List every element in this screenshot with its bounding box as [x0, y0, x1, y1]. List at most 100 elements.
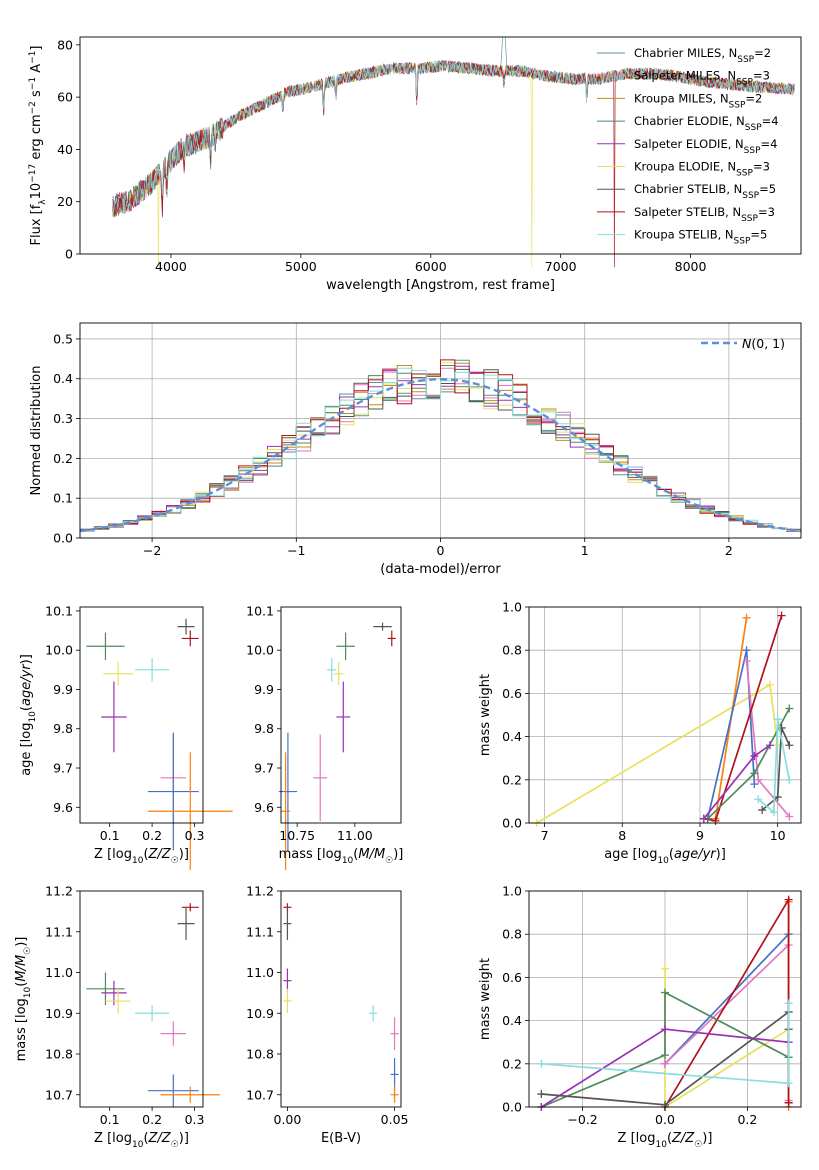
y-tick-label: 9.7	[53, 761, 73, 776]
x-tick-label: 0.05	[381, 1112, 409, 1127]
y-tick-label: 0	[65, 247, 73, 262]
weight-point	[750, 752, 759, 761]
x-tick-label: 1	[581, 543, 589, 558]
y-tick-label: 60	[57, 90, 73, 105]
y-axis-label: mass weight	[478, 674, 493, 756]
weight-point	[777, 611, 786, 620]
x-axis-label: Z [log10(Z/Z☉)]	[94, 1131, 189, 1150]
plot-area-residuals	[79, 359, 802, 533]
y-tick-label: 11.2	[45, 884, 73, 899]
weight-point	[661, 1051, 669, 1060]
weight-line	[761, 727, 791, 811]
y-tick-label: 0.2	[53, 451, 73, 466]
y-tick-label: 1.0	[502, 600, 522, 615]
x-axis-label: Z [log10(Z/Z☉)]	[618, 1131, 713, 1150]
histogram-series	[80, 359, 801, 532]
x-tick-label: −2	[143, 543, 161, 558]
y-tick-label: 0.3	[53, 411, 73, 426]
weight-point	[742, 657, 751, 665]
x-tick-label: 10	[770, 828, 786, 843]
weight-point	[785, 741, 794, 750]
y-tick-label: 10.9	[246, 1006, 274, 1021]
weight-point	[742, 613, 751, 622]
legend-label: Salpeter STELIB, NSSP=3	[634, 205, 775, 224]
weight-point	[750, 780, 759, 789]
weight-point	[758, 806, 767, 815]
panel-weight_vs_Z: −0.2 0.0 0.2 0.0 0.2 0.4 0.6 0.8 1.0 Z [log10(Z/Z…	[478, 884, 802, 1150]
axes-frame	[79, 890, 204, 1108]
x-tick-label: 4000	[155, 259, 187, 274]
y-tick-label: 0.0	[502, 816, 522, 831]
x-tick-label: 9	[696, 828, 704, 843]
weight-point	[769, 808, 778, 817]
weight-line	[664, 896, 790, 1108]
x-tick-label: 2	[725, 543, 733, 558]
weight-point	[785, 704, 794, 713]
axes-frame	[528, 890, 802, 1108]
x-tick-label: 6000	[415, 259, 447, 274]
y-tick-label: 0.4	[502, 729, 522, 744]
x-tick-label: 0.0	[655, 1112, 675, 1127]
weight-point	[711, 816, 720, 825]
legend-label: Chabrier ELODIE, NSSP=4	[634, 114, 779, 133]
panel-mass_vs_Z: 0.1 0.2 0.3 10.7 10.8 10.9 11.0 11.1 11.2 Z [log1…	[14, 884, 220, 1150]
plot-area-weight_vs_age	[532, 611, 794, 827]
weight-point	[785, 812, 794, 821]
weight-point	[784, 999, 793, 1008]
y-tick-label: 9.9	[254, 682, 274, 697]
y-tick-label: 10.8	[45, 1047, 73, 1062]
y-tick-label: 9.9	[53, 682, 73, 697]
x-tick-label: −0.2	[567, 1112, 597, 1127]
weight-point	[750, 769, 759, 778]
x-tick-label: 0.3	[185, 828, 205, 843]
y-tick-label: 11.0	[45, 965, 73, 980]
normal-reference-curve	[79, 377, 802, 533]
x-tick-label: 0.00	[274, 1112, 302, 1127]
y-axis-label: Normed distribution	[29, 366, 44, 496]
weight-point	[784, 1079, 793, 1088]
y-tick-label: 10.1	[246, 603, 274, 618]
y-axis-label: Flux [fλ10−17 erg cm−2 s−1 A−1]	[28, 46, 48, 246]
y-tick-label: 0.2	[502, 1056, 522, 1071]
weight-line	[541, 991, 789, 1108]
y-tick-label: 0.8	[502, 927, 522, 942]
weight-point	[699, 814, 708, 823]
y-tick-label: 9.8	[53, 721, 73, 736]
y-axis-label: age [log10(age/yr)]	[19, 654, 38, 776]
weight-point	[773, 715, 782, 724]
x-tick-label: 0.2	[737, 1112, 757, 1127]
y-tick-label: 9.6	[53, 800, 73, 815]
x-tick-label: 7000	[545, 259, 577, 274]
legend-label: Kroupa STELIB, NSSP=5	[634, 228, 767, 247]
y-tick-label: 10.0	[45, 643, 73, 658]
x-tick-label: 0.2	[142, 1112, 162, 1127]
y-axis-label: mass [log10(M/M☉)]	[14, 937, 33, 1062]
x-tick-label: 11.00	[337, 828, 373, 843]
y-axis-label: mass weight	[478, 958, 493, 1040]
y-tick-label: 10.7	[246, 1087, 274, 1102]
y-tick-label: 40	[57, 142, 73, 157]
legend-label: N(0, 1)	[742, 336, 785, 351]
weight-point	[784, 1098, 793, 1107]
y-tick-label: 10.0	[246, 643, 274, 658]
panel-weight_vs_age: 7 8 9 10 0.0 0.2 0.4 0.6 0.8 1.0 age [log10(age/yr…	[478, 600, 802, 866]
y-tick-label: 10.1	[45, 603, 73, 618]
x-axis-label: mass [log10(M/M☉)]	[279, 847, 404, 866]
plot-area-spectrum	[112, 22, 795, 268]
y-tick-label: 0.5	[53, 331, 73, 346]
spectrum-clip-top	[0, 0, 819, 37]
x-tick-label: 8000	[675, 259, 707, 274]
y-tick-label: 9.8	[254, 721, 274, 736]
weight-line	[757, 719, 791, 814]
weight-point	[754, 775, 763, 784]
y-tick-label: 11.1	[45, 924, 73, 939]
axes-frame	[79, 36, 802, 255]
panel-spectrum: 4000 5000 6000 7000 8000 0 20 40 60 80 Chabrier MI…	[0, 0, 819, 293]
weight-point	[537, 1059, 546, 1068]
y-tick-label: 0.1	[53, 491, 73, 506]
panel-residuals: −2 −1 0 1 2 0.0 0.1 0.2 0.3 0.4 0.5 N(0, 1) (data-mo…	[29, 322, 802, 577]
legend-label: Kroupa ELODIE, NSSP=3	[634, 160, 770, 179]
y-tick-label: 10.9	[45, 1006, 73, 1021]
legend-label: Salpeter MILES, NSSP=3	[634, 69, 770, 88]
weight-point	[537, 1090, 546, 1099]
